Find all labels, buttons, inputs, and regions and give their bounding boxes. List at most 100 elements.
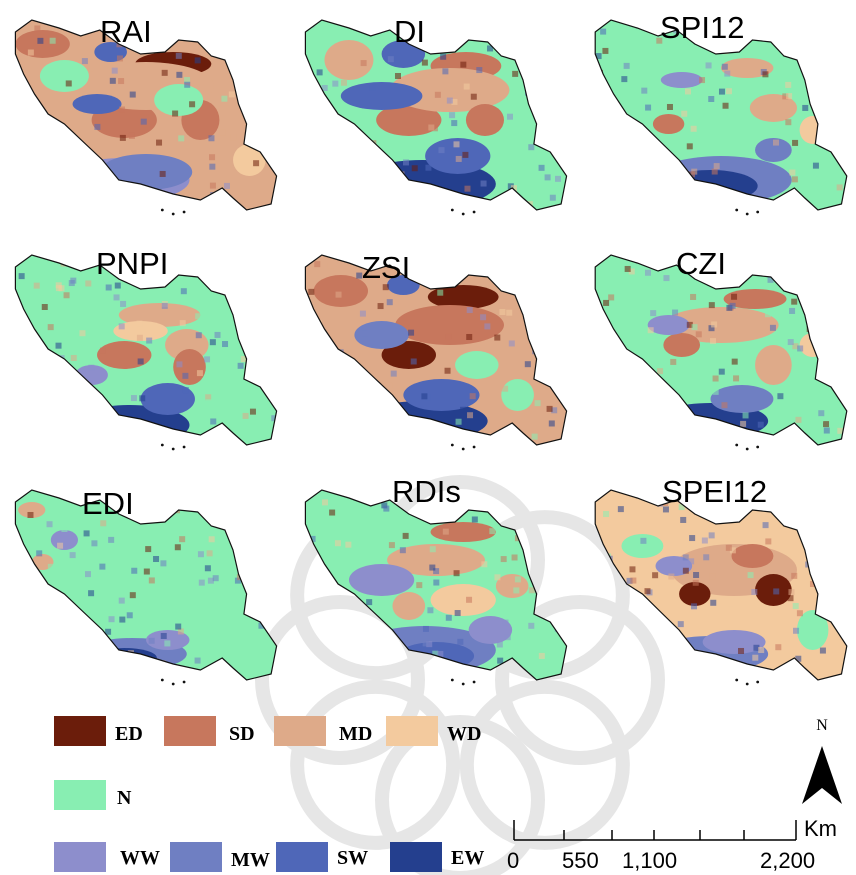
map-pixel xyxy=(802,505,809,512)
map-pixel xyxy=(777,393,784,400)
map-pixel xyxy=(727,600,734,607)
map-di xyxy=(305,20,567,210)
map-pixel xyxy=(693,572,700,579)
map-pixel xyxy=(210,418,217,425)
map-pixel xyxy=(595,199,597,206)
map-pixel xyxy=(84,571,91,578)
map-pixel xyxy=(205,394,212,401)
island-marker xyxy=(182,680,186,684)
legend-swatch-wd xyxy=(386,716,438,746)
map-pixel xyxy=(721,402,728,409)
map-pixel xyxy=(56,653,63,660)
map-pixel xyxy=(382,284,389,291)
map-zone-sd xyxy=(663,333,701,357)
map-pixel xyxy=(105,284,112,291)
map-pixel xyxy=(230,452,236,458)
map-pixel xyxy=(555,580,562,587)
map-pixel xyxy=(442,528,449,535)
map-edi xyxy=(15,490,277,680)
map-pixel xyxy=(742,412,749,419)
map-pixel xyxy=(832,572,839,579)
map-pixel xyxy=(548,321,555,328)
map-pixel xyxy=(701,537,708,544)
map-pixel xyxy=(647,160,654,167)
country-border xyxy=(594,489,848,681)
map-pixel xyxy=(560,109,567,116)
map-pixel xyxy=(792,343,799,350)
map-pixel xyxy=(656,398,663,405)
map-pixel xyxy=(148,637,155,644)
map-pixel xyxy=(567,304,573,310)
map-pixel xyxy=(348,366,355,373)
map-pixel xyxy=(508,340,515,347)
map-pixel xyxy=(460,368,467,375)
map-pixel xyxy=(463,83,470,90)
map-pixel xyxy=(668,188,675,195)
map-pixel xyxy=(520,57,527,64)
map-pixel xyxy=(174,544,181,551)
map-pixel xyxy=(29,568,36,575)
map-pixel xyxy=(738,647,745,654)
map-pixel xyxy=(524,361,531,368)
map-pixel xyxy=(433,568,440,575)
map-pixel xyxy=(274,355,277,362)
map-pixel xyxy=(829,294,836,301)
scale-bar xyxy=(513,820,797,841)
map-pixel xyxy=(178,135,185,142)
map-zone-n xyxy=(796,610,829,650)
map-pixel xyxy=(572,649,578,655)
map-pixel xyxy=(245,28,252,35)
map-pixel xyxy=(214,331,221,338)
map-pixel xyxy=(595,198,598,205)
map-title-zsi: ZSI xyxy=(362,250,411,285)
map-pixel xyxy=(128,654,135,661)
map-pixel xyxy=(764,311,771,318)
map-pixel xyxy=(837,427,844,434)
map-pixel xyxy=(604,115,611,122)
map-pixel xyxy=(641,87,648,94)
country-border xyxy=(594,19,848,211)
map-pixel xyxy=(758,647,765,654)
island-marker xyxy=(182,445,186,449)
map-pixel xyxy=(560,369,567,376)
map-pixel xyxy=(195,332,202,339)
map-pixel xyxy=(657,647,664,654)
map-pixel xyxy=(175,623,182,630)
map-pixel xyxy=(364,158,371,165)
map-pixel xyxy=(504,634,511,641)
map-pixel xyxy=(91,540,98,547)
map-pixel xyxy=(366,198,373,205)
map-pixel xyxy=(314,353,321,360)
map-pixel xyxy=(623,62,630,69)
map-pixel xyxy=(109,77,116,84)
island-marker xyxy=(472,210,476,214)
map-pixel xyxy=(129,91,136,98)
map-pixel xyxy=(160,632,167,639)
legend-swatch-sd xyxy=(164,716,216,746)
map-pixel xyxy=(549,194,556,201)
map-pixel xyxy=(319,132,326,139)
map-pixel xyxy=(434,91,441,98)
map-pixel xyxy=(20,186,27,193)
map-pixel xyxy=(791,176,798,183)
map-pixel xyxy=(533,681,539,687)
map-spi12 xyxy=(595,20,847,210)
map-pixel xyxy=(789,307,796,314)
map-pixel xyxy=(563,391,567,398)
map-pixel xyxy=(740,669,747,676)
map-pixel xyxy=(457,638,464,645)
map-zone-ww xyxy=(348,564,415,596)
map-pixel xyxy=(608,628,615,635)
island-marker xyxy=(160,443,164,447)
map-pixel xyxy=(807,87,814,94)
map-zone-md xyxy=(749,94,797,122)
map-pixel xyxy=(797,345,804,352)
map-pixel xyxy=(276,347,277,354)
map-pixel xyxy=(595,394,600,401)
map-pixel xyxy=(83,530,90,537)
map-pixel xyxy=(474,674,481,680)
map-pixel xyxy=(164,640,171,647)
map-pixel xyxy=(359,310,366,317)
map-pixel xyxy=(377,303,384,310)
island-marker xyxy=(461,447,465,451)
